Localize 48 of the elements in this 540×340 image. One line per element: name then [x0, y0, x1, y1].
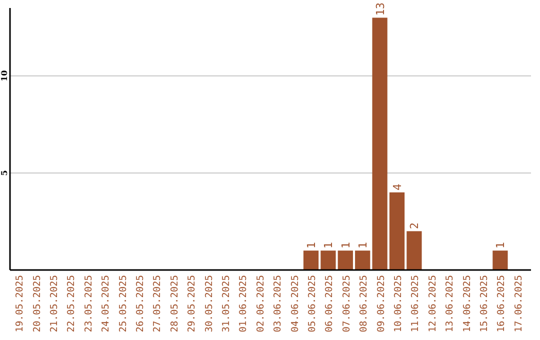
y-tick-label: 10 [0, 70, 9, 82]
x-tick-label: 17.06.2025 [513, 275, 524, 332]
x-tick-label: 29.05.2025 [186, 275, 198, 332]
bar [406, 231, 422, 270]
x-tick-label: 13.06.2025 [444, 275, 456, 332]
x-tick-label: 06.06.2025 [324, 275, 336, 332]
bar [389, 192, 405, 270]
x-tick-label: 05.06.2025 [307, 275, 318, 332]
data-label: 1 [494, 242, 508, 249]
x-tick-label: 09.06.2025 [376, 275, 387, 332]
bar [492, 250, 508, 270]
x-tick-label: 19.05.2025 [14, 275, 26, 332]
data-label: 1 [339, 242, 352, 249]
bar [338, 250, 353, 270]
data-label: 1 [305, 242, 318, 249]
y-tick-label: 5 [0, 170, 9, 176]
x-tick-label: 08.06.2025 [358, 275, 370, 332]
x-tick-label: 03.06.2025 [272, 275, 284, 332]
x-tick-label: 21.05.2025 [49, 275, 60, 332]
x-tick-label: 22.05.2025 [66, 275, 78, 332]
data-label: 2 [408, 222, 422, 230]
bar [303, 250, 319, 270]
x-tick-label: 04.06.2025 [290, 275, 301, 332]
x-tick-label: 30.05.2025 [204, 275, 215, 332]
data-label: 4 [391, 183, 404, 190]
x-tick-label: 23.05.2025 [83, 275, 94, 332]
x-tick-label: 24.05.2025 [100, 275, 112, 332]
bar [320, 250, 336, 270]
x-tick-label: 07.06.2025 [341, 275, 352, 332]
x-tick-label: 28.05.2025 [169, 275, 180, 332]
x-tick-label: 26.05.2025 [135, 275, 146, 332]
x-tick-label: 11.06.2025 [410, 275, 422, 332]
x-tick-label: 10.06.2025 [393, 275, 404, 332]
x-tick-label: 31.05.2025 [221, 275, 232, 332]
x-tick-label: 12.06.2025 [427, 275, 438, 332]
x-tick-label: 14.06.2025 [462, 275, 473, 332]
x-tick-label: 25.05.2025 [118, 275, 129, 332]
data-label: 1 [356, 242, 370, 249]
x-tick-label: 02.06.2025 [255, 275, 266, 332]
x-tick-label: 16.06.2025 [496, 275, 508, 332]
bar [355, 250, 370, 270]
data-label: 1 [322, 242, 336, 249]
x-tick-label: 27.05.2025 [152, 275, 164, 332]
x-tick-label: 01.06.2025 [238, 275, 250, 332]
data-label: 13 [374, 2, 387, 16]
x-tick-label: 20.05.2025 [32, 275, 43, 332]
bar [372, 18, 388, 270]
x-tick-label: 15.06.2025 [479, 275, 490, 332]
